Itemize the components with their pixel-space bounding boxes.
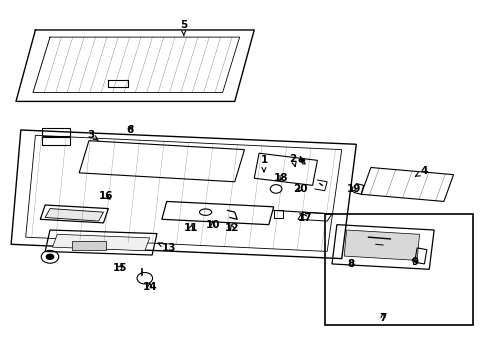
Bar: [72, 241, 106, 249]
Text: 3: 3: [87, 130, 98, 140]
Text: 1: 1: [260, 156, 267, 172]
Text: 14: 14: [142, 282, 157, 292]
Text: 18: 18: [273, 173, 287, 183]
Text: 19: 19: [346, 184, 360, 194]
Text: 20: 20: [293, 184, 307, 194]
Text: 15: 15: [113, 262, 127, 273]
Circle shape: [45, 253, 54, 260]
Text: 4: 4: [414, 166, 427, 176]
Polygon shape: [52, 234, 149, 251]
Circle shape: [298, 158, 305, 163]
Text: 11: 11: [183, 223, 198, 233]
Text: 12: 12: [224, 223, 239, 233]
Text: 2: 2: [289, 154, 296, 167]
Text: 7: 7: [379, 312, 386, 323]
Text: 16: 16: [99, 191, 113, 201]
Polygon shape: [254, 153, 317, 185]
Polygon shape: [45, 208, 103, 221]
Polygon shape: [344, 230, 419, 260]
Text: 17: 17: [297, 212, 312, 222]
Text: 10: 10: [205, 220, 220, 230]
Text: 5: 5: [180, 19, 187, 35]
Polygon shape: [79, 141, 244, 182]
Text: 6: 6: [126, 125, 134, 135]
Text: 9: 9: [410, 257, 417, 267]
Text: 13: 13: [158, 243, 176, 253]
Text: 8: 8: [347, 259, 354, 269]
